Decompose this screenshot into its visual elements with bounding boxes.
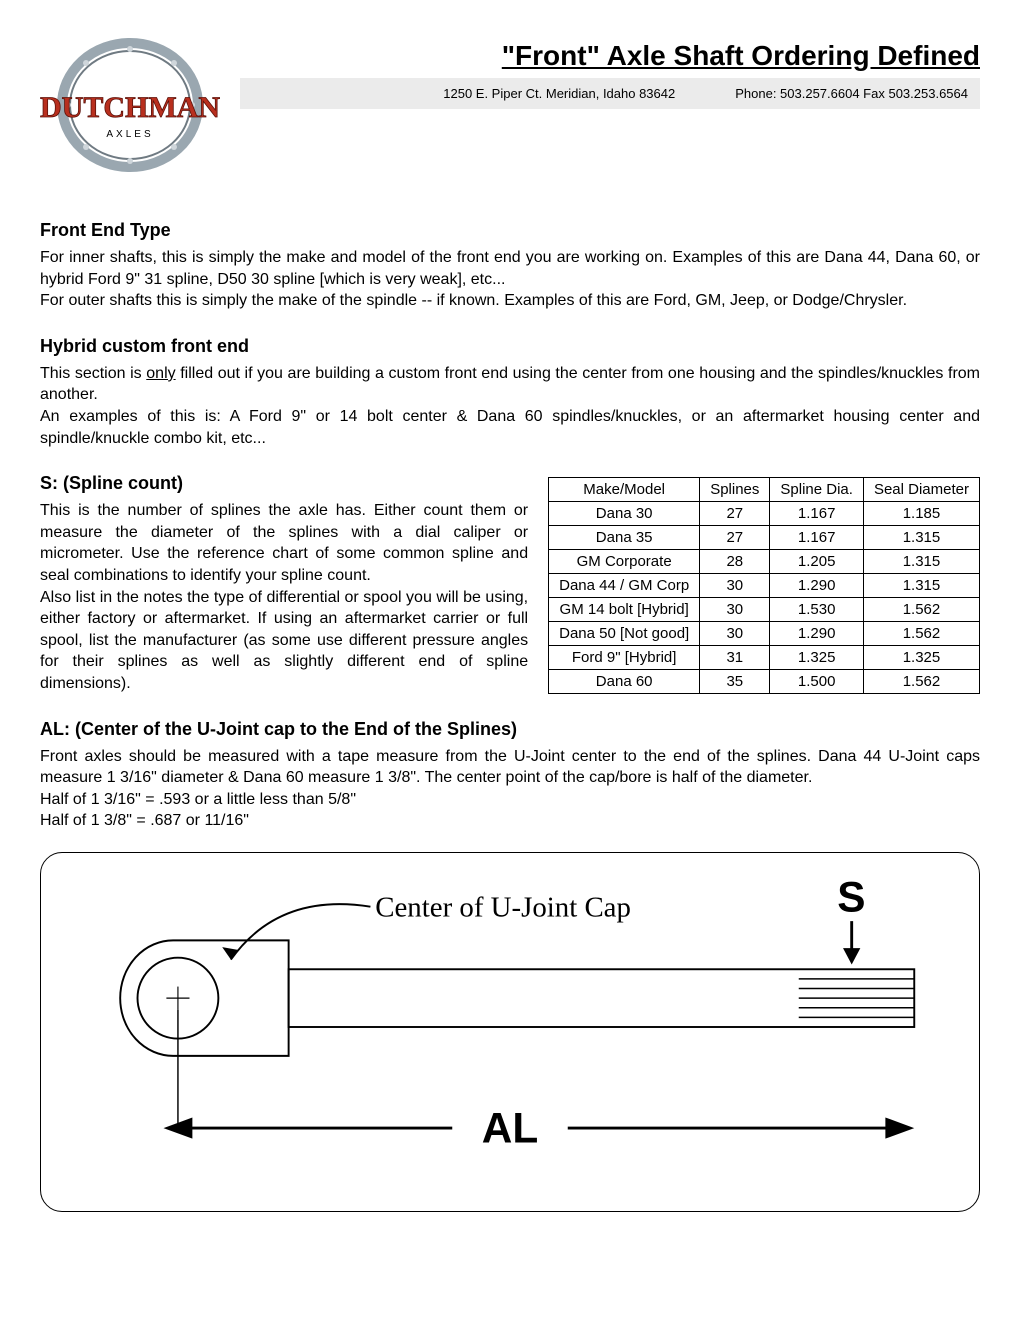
table-cell: Dana 50 [Not good]: [549, 622, 700, 646]
table-cell: 31: [700, 646, 770, 670]
table-row: Dana 30271.1671.185: [549, 502, 980, 526]
diagram-label-al: AL: [482, 1104, 538, 1151]
table-cell: Dana 44 / GM Corp: [549, 574, 700, 598]
hybrid-p2: An examples of this is: A Ford 9" or 14 …: [40, 406, 980, 449]
table-cell: 1.562: [863, 622, 979, 646]
table-cell: 27: [700, 526, 770, 550]
svg-text:AXLES: AXLES: [106, 129, 153, 140]
table-cell: 1.325: [770, 646, 864, 670]
contact: Phone: 503.257.6604 Fax 503.253.6564: [735, 86, 968, 101]
table-cell: 35: [700, 670, 770, 694]
spline-p2: Also list in the notes the type of diffe…: [40, 587, 528, 695]
table-cell: 27: [700, 502, 770, 526]
table-cell: 1.185: [863, 502, 979, 526]
table-cell: 1.167: [770, 526, 864, 550]
table-cell: 28: [700, 550, 770, 574]
al-p3: Half of 1 3/8" = .687 or 11/16": [40, 810, 980, 832]
table-cell: Dana 30: [549, 502, 700, 526]
al-p1: Front axles should be measured with a ta…: [40, 746, 980, 789]
spline-p1: This is the number of splines the axle h…: [40, 500, 528, 586]
table-row: Dana 60351.5001.562: [549, 670, 980, 694]
heading-front-end: Front End Type: [40, 220, 980, 241]
content: Front End Type For inner shafts, this is…: [40, 220, 980, 1212]
hybrid-p1b: filled out if you are building a custom …: [40, 365, 980, 404]
header: DUTCHMAN AXLES "Front" Axle Shaft Orderi…: [40, 35, 980, 180]
al-p2: Half of 1 3/16" = .593 or a little less …: [40, 789, 980, 811]
table-cell: 1.167: [770, 502, 864, 526]
table-cell: 1.290: [770, 574, 864, 598]
table-cell: 1.530: [770, 598, 864, 622]
table-cell: 1.325: [863, 646, 979, 670]
table-cell: Dana 60: [549, 670, 700, 694]
diagram-label-s: S: [837, 873, 865, 920]
table-cell: 1.315: [863, 574, 979, 598]
table-cell: Dana 35: [549, 526, 700, 550]
table-row: GM Corporate281.2051.315: [549, 550, 980, 574]
table-header: Seal Diameter: [863, 478, 979, 502]
info-bar: 1250 E. Piper Ct. Meridian, Idaho 83642 …: [240, 78, 980, 109]
table-cell: 1.205: [770, 550, 864, 574]
hybrid-p1u: only: [146, 365, 175, 382]
svg-text:DUTCHMAN: DUTCHMAN: [40, 91, 220, 124]
hybrid-p1a: This section is: [40, 365, 146, 382]
table-cell: 1.500: [770, 670, 864, 694]
table-row: Dana 44 / GM Corp301.2901.315: [549, 574, 980, 598]
front-end-p1: For inner shafts, this is simply the mak…: [40, 247, 980, 290]
table-cell: 30: [700, 598, 770, 622]
heading-hybrid: Hybrid custom front end: [40, 336, 980, 357]
table-row: Dana 50 [Not good]301.2901.562: [549, 622, 980, 646]
table-row: GM 14 bolt [Hybrid]301.5301.562: [549, 598, 980, 622]
table-cell: GM Corporate: [549, 550, 700, 574]
table-cell: Ford 9" [Hybrid]: [549, 646, 700, 670]
table-header: Spline Dia.: [770, 478, 864, 502]
header-right: "Front" Axle Shaft Ordering Defined 1250…: [240, 35, 980, 109]
table-cell: 1.315: [863, 550, 979, 574]
table-cell: GM 14 bolt [Hybrid]: [549, 598, 700, 622]
heading-spline: S: (Spline count): [40, 473, 528, 494]
table-cell: 1.315: [863, 526, 979, 550]
table-cell: 1.290: [770, 622, 864, 646]
hybrid-p1: This section is only filled out if you a…: [40, 363, 980, 406]
table-cell: 1.562: [863, 670, 979, 694]
table-cell: 1.562: [863, 598, 979, 622]
heading-al: AL: (Center of the U-Joint cap to the En…: [40, 719, 980, 740]
diagram: Center of U-Joint Cap S AL: [40, 852, 980, 1212]
front-end-p2: For outer shafts this is simply the make…: [40, 290, 980, 312]
table-row: Dana 35271.1671.315: [549, 526, 980, 550]
table-cell: 30: [700, 622, 770, 646]
address: 1250 E. Piper Ct. Meridian, Idaho 83642: [443, 86, 675, 101]
spline-table: Make/ModelSplinesSpline Dia.Seal Diamete…: [548, 477, 980, 694]
diagram-label-center: Center of U-Joint Cap: [375, 891, 631, 923]
table-header: Make/Model: [549, 478, 700, 502]
page-title: "Front" Axle Shaft Ordering Defined: [240, 40, 980, 72]
table-header: Splines: [700, 478, 770, 502]
table-cell: 30: [700, 574, 770, 598]
table-row: Ford 9" [Hybrid]311.3251.325: [549, 646, 980, 670]
logo: DUTCHMAN AXLES: [40, 35, 220, 180]
